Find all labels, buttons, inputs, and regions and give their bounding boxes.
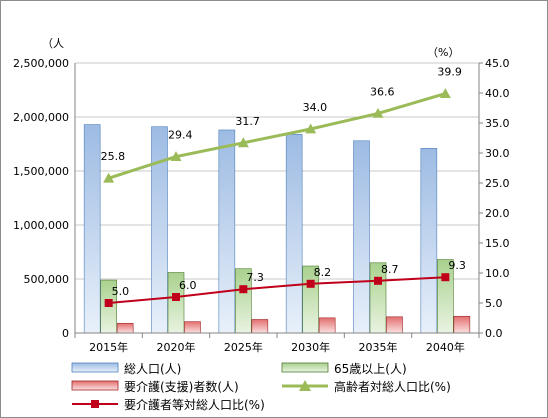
data-point <box>239 285 248 294</box>
legend-item: 要介護者等対総人口比(%) <box>72 397 265 412</box>
series-line <box>108 276 446 304</box>
y-left-tick-label: 0 <box>62 327 69 340</box>
x-tick-label: 2015年 <box>89 340 128 354</box>
data-label: 6.0 <box>179 279 197 292</box>
data-label: 36.6 <box>370 85 395 98</box>
data-label: 8.2 <box>314 266 332 279</box>
y-right-tick-label: 30.0 <box>485 147 510 160</box>
x-tick-label: 2035年 <box>359 340 398 354</box>
data-label: 5.0 <box>112 285 129 298</box>
data-label: 34.0 <box>303 101 328 114</box>
bar <box>453 315 471 334</box>
y-right-tick-label: 20.0 <box>485 207 510 220</box>
y-left-tick-label: 2,000,000 <box>13 111 69 124</box>
data-point <box>103 172 115 183</box>
data-label: 25.8 <box>101 150 126 163</box>
y-right-tick-label: 0.0 <box>485 327 503 340</box>
bar <box>386 316 403 334</box>
bar <box>218 129 236 334</box>
data-label: 29.4 <box>168 129 193 142</box>
y-right-tick-label: 5.0 <box>485 297 503 310</box>
y-right-tick-label: 25.0 <box>485 177 510 190</box>
bar <box>251 319 269 334</box>
legend-item: 総人口(人) <box>71 362 181 376</box>
y-left-tick-label: 1,000,000 <box>13 219 69 232</box>
legend-item: 65歳以上(人) <box>281 362 407 376</box>
legend-label: 高齢者対総人口比(%) <box>334 379 451 394</box>
data-label: 31.7 <box>235 115 259 128</box>
y-right-tick-label: 35.0 <box>485 117 510 130</box>
legend-marker <box>91 400 99 408</box>
axes <box>74 62 483 338</box>
tick-labels: 0 500,000 1,000,000 1,500,000 2,000,000 2,500… <box>13 57 509 354</box>
bar <box>420 148 438 334</box>
y-right-tick-label: 15.0 <box>485 237 510 250</box>
right-axis-unit-label: （%） <box>427 46 459 59</box>
bar <box>285 133 303 334</box>
y-right-tick-label: 40.0 <box>485 87 510 100</box>
series-line <box>108 92 446 180</box>
legend-item: 高齢者対総人口比(%) <box>282 379 451 394</box>
line-series <box>103 88 451 307</box>
data-point <box>374 276 382 285</box>
bar <box>184 321 201 334</box>
data-label: 8.7 <box>381 263 399 276</box>
legend-label: 総人口(人) <box>124 362 181 376</box>
bar <box>116 322 134 334</box>
data-point <box>441 273 450 282</box>
data-point <box>237 137 249 148</box>
data-point <box>306 279 315 288</box>
y-right-tick-label: 10.0 <box>485 267 510 280</box>
data-point <box>104 299 113 307</box>
x-tick-label: 2030年 <box>291 340 330 354</box>
legend-label: 65歳以上(人) <box>334 362 407 376</box>
y-left-tick-label: 1,500,000 <box>13 165 69 178</box>
y-right-tick-label: 45.0 <box>485 57 510 70</box>
y-left-tick-label: 500,000 <box>24 273 70 286</box>
bar <box>83 124 101 334</box>
legend-swatch <box>281 362 329 373</box>
data-point <box>172 293 180 301</box>
bar-series <box>83 124 471 334</box>
legend-label: 要介護者等対総人口比(%) <box>124 397 265 412</box>
legend-item: 要介護(支援)者数(人) <box>71 379 239 394</box>
legend-swatch <box>71 380 119 391</box>
bar <box>318 317 336 334</box>
legend-marker <box>299 380 311 391</box>
data-point <box>170 151 182 161</box>
x-tick-label: 2025年 <box>224 340 263 354</box>
data-point <box>372 107 384 118</box>
data-label: 39.9 <box>437 66 462 79</box>
data-label: 7.3 <box>246 271 263 284</box>
legend: 総人口(人) 65歳以上(人) 要介護(支援)者数(人) 高齢者対総人口比(%) 要介護… <box>71 362 451 412</box>
data-point <box>305 123 317 134</box>
x-tick-label: 2040年 <box>426 340 465 354</box>
data-label: 9.3 <box>448 259 466 272</box>
left-axis-unit-label: （人 <box>42 37 64 50</box>
y-left-tick-label: 2,500,000 <box>13 57 69 70</box>
data-point <box>439 88 451 98</box>
bar <box>353 140 370 334</box>
legend-label: 要介護(支援)者数(人) <box>124 379 239 394</box>
legend-swatch <box>71 362 119 373</box>
x-tick-label: 2020年 <box>157 340 196 354</box>
bar <box>151 126 168 334</box>
data-labels: 25.8 29.4 31.7 34.0 36.6 39.9 5.0 6.0 7.3 8.2 8.7 9… <box>101 66 466 298</box>
